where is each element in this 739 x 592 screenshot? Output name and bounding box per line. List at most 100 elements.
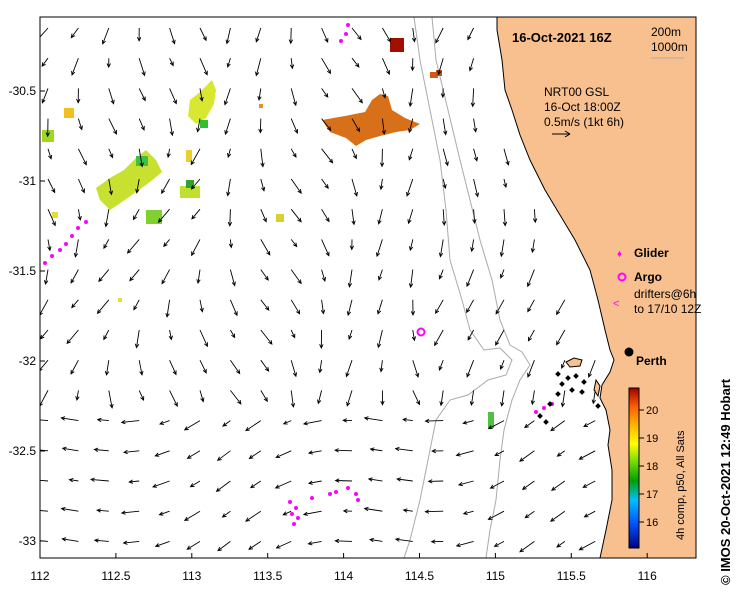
current-arrow <box>199 88 204 102</box>
current-arrow <box>307 480 322 485</box>
glider-tracks <box>43 23 554 526</box>
bathy-200m <box>431 17 531 558</box>
current-arrow <box>431 448 444 454</box>
current-arrow <box>224 118 231 136</box>
current-arrow <box>290 239 298 248</box>
current-arrow <box>430 539 444 544</box>
current-arrow <box>245 420 262 432</box>
current-arrow <box>290 178 302 194</box>
current-arrow <box>71 299 79 309</box>
current-arrow <box>523 420 535 429</box>
current-arrow <box>408 269 414 289</box>
current-arrow <box>245 510 262 522</box>
x-tick-label: 114.5 <box>405 569 434 583</box>
current-arrow <box>381 88 387 99</box>
current-arrow <box>530 239 536 254</box>
current-arrow <box>215 480 231 493</box>
y-tick-label: -32 <box>19 354 37 368</box>
current-arrow <box>122 449 140 455</box>
current-arrow <box>108 118 117 135</box>
current-arrow <box>345 360 353 378</box>
current-arrow <box>290 329 296 339</box>
current-arrow <box>103 239 110 250</box>
legend-drifters-line2: to 17/10 12Z <box>634 302 701 316</box>
current-arrow <box>71 58 79 76</box>
current-arrow <box>40 449 49 452</box>
colorbar-tick-label: 19 <box>646 433 658 445</box>
current-arrow <box>290 148 297 159</box>
current-arrow <box>40 299 49 316</box>
current-arrow <box>161 178 170 195</box>
current-arrow <box>138 118 145 131</box>
current-arrow <box>334 538 353 544</box>
current-arrow <box>351 118 361 133</box>
current-arrow <box>70 269 79 284</box>
y-tick-label: -32.5 <box>9 444 37 458</box>
current-arrow <box>257 88 262 101</box>
current-arrow <box>154 540 170 548</box>
depth-legend-1000m: 1000m <box>651 40 688 54</box>
current-arrow <box>226 58 231 68</box>
current-arrow <box>321 269 327 282</box>
current-arrow <box>503 148 510 166</box>
current-arrow <box>199 58 208 76</box>
current-arrow <box>70 27 79 39</box>
current-arrow <box>290 360 298 378</box>
current-arrow <box>578 450 596 460</box>
current-arrow <box>229 299 238 317</box>
current-arrow <box>435 299 444 315</box>
current-arrow <box>169 118 174 137</box>
current-arrow <box>442 178 447 190</box>
current-arrow <box>317 390 323 405</box>
current-scale: 0.5m/s (1kt 6h) <box>544 115 624 129</box>
drifter-markers <box>537 371 601 425</box>
current-arrow <box>556 329 566 346</box>
legend-argo: Argo <box>634 270 662 284</box>
current-arrow <box>302 510 322 516</box>
current-arrow <box>583 420 596 427</box>
current-arrow <box>89 477 109 482</box>
current-arrow <box>468 58 475 72</box>
current-arrow <box>274 480 292 489</box>
current-arrow <box>199 299 204 313</box>
current-arrow <box>410 58 415 72</box>
current-arrow <box>321 148 334 164</box>
land-mass <box>496 17 696 558</box>
current-arrow <box>455 450 474 457</box>
current-arrow <box>282 510 292 516</box>
current-arrow <box>347 269 353 288</box>
colorbar-tick-label: 20 <box>646 405 658 417</box>
current-arrow <box>66 329 79 345</box>
current-arrow <box>499 269 505 279</box>
current-arrow <box>282 420 292 425</box>
current-arrow <box>96 508 109 513</box>
map-title: 16-Oct-2021 16Z <box>512 30 612 45</box>
current-arrow <box>248 450 262 460</box>
current-arrow <box>61 446 79 452</box>
current-arrow <box>466 360 475 378</box>
current-arrow <box>321 88 329 98</box>
current-arrow <box>122 540 140 545</box>
current-arrow <box>138 88 146 102</box>
current-arrow <box>290 118 299 134</box>
current-arrow <box>402 417 413 422</box>
legend-argo-symbol <box>617 272 627 282</box>
current-arrow <box>133 208 140 221</box>
current-arrow <box>138 390 145 402</box>
current-arrow <box>319 329 324 350</box>
x-tick-label: 115 <box>486 569 505 583</box>
current-arrow <box>412 390 420 406</box>
current-arrow <box>394 537 413 542</box>
current-arrow <box>190 178 201 190</box>
current-arrow <box>348 329 353 340</box>
current-arrow <box>93 538 109 543</box>
current-arrow <box>441 209 447 227</box>
current-arrow <box>351 57 360 68</box>
current-arrow <box>229 269 236 287</box>
current-arrow <box>165 299 171 318</box>
legend-glider: Glider <box>634 246 669 260</box>
scale-arrow <box>552 130 571 138</box>
current-arrow <box>438 360 444 371</box>
current-arrow <box>275 450 292 459</box>
current-arrow <box>260 329 273 345</box>
